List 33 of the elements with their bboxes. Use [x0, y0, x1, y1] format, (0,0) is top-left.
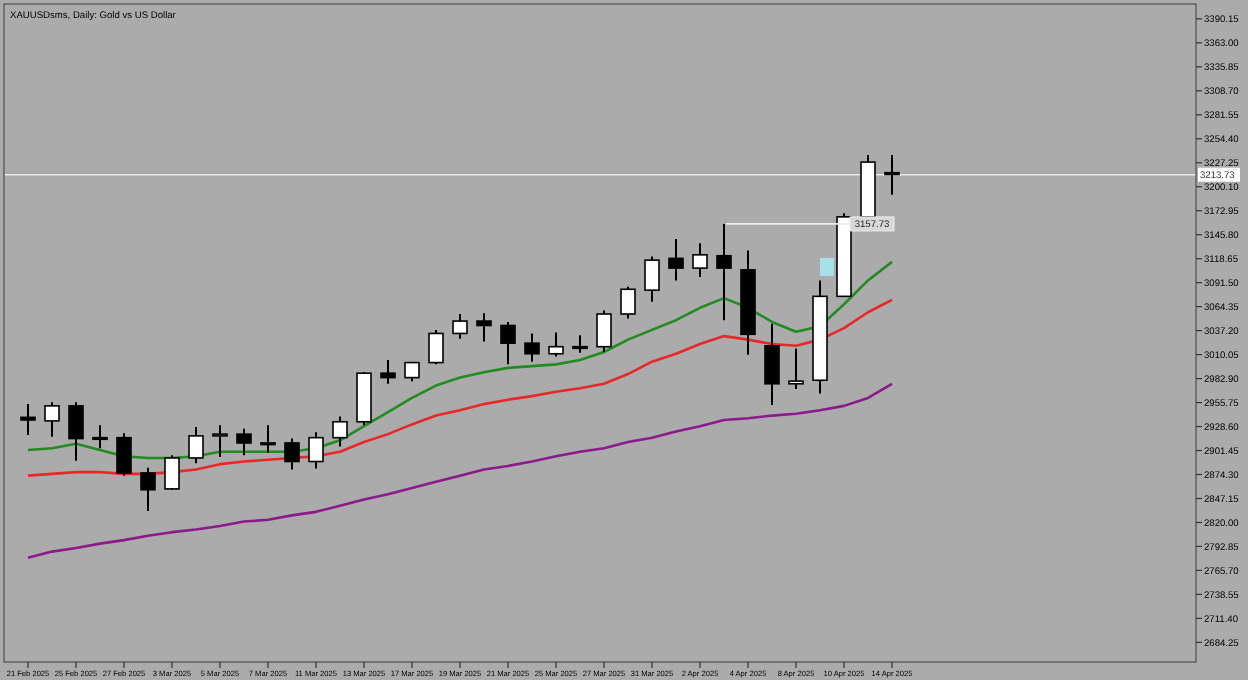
candlestick — [164, 454, 180, 491]
candlestick — [476, 312, 492, 343]
candlestick — [596, 309, 612, 353]
candlestick — [188, 426, 204, 465]
candlestick — [620, 285, 636, 320]
candlestick — [212, 424, 228, 459]
candlestick — [716, 222, 732, 322]
candlestick — [644, 255, 660, 303]
candlestick — [332, 415, 348, 448]
candlestick — [764, 322, 780, 406]
candlestick — [524, 332, 540, 363]
line-series — [26, 382, 894, 560]
candlestick — [428, 328, 444, 366]
candlestick — [260, 424, 276, 454]
candlestick — [308, 431, 324, 470]
candlestick — [140, 466, 156, 512]
candlestick — [788, 347, 804, 391]
candlestick — [236, 427, 252, 457]
candlestick — [500, 320, 516, 366]
candlestick — [692, 242, 708, 278]
candlestick — [20, 403, 36, 437]
candlestick — [92, 424, 108, 450]
candlestick — [548, 331, 564, 358]
candlestick — [44, 401, 60, 438]
candlestick — [284, 437, 300, 471]
candlestick — [452, 313, 468, 340]
candlestick — [884, 154, 900, 196]
candlestick — [380, 358, 396, 385]
candlestick — [68, 401, 84, 462]
candlestick — [404, 361, 420, 383]
line-series — [26, 260, 894, 460]
candlestick — [116, 432, 132, 477]
candlestick — [668, 237, 684, 282]
